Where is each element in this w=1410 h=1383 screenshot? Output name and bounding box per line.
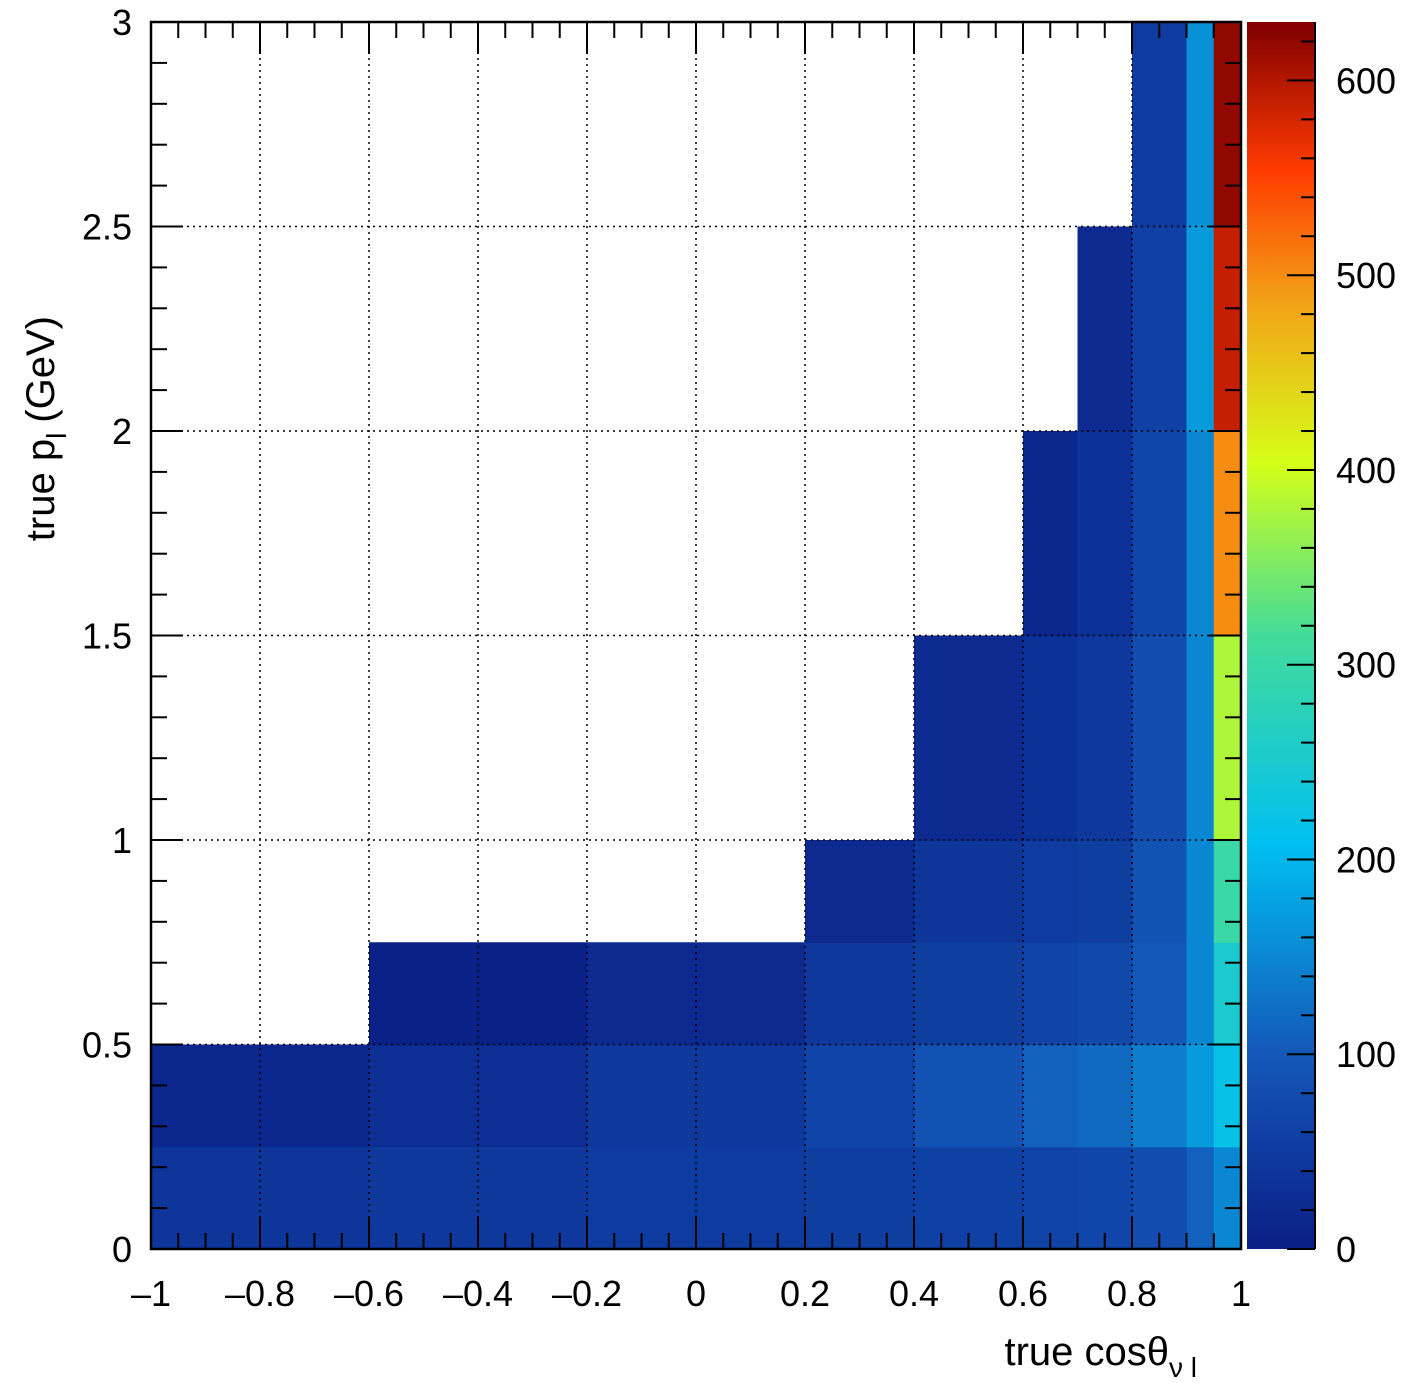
y-tick-label: 0 — [112, 1229, 132, 1270]
heatmap-cell — [805, 840, 915, 943]
colorbar-tick-label: 500 — [1336, 255, 1396, 296]
heatmap-cell — [1187, 942, 1215, 1045]
heatmap-cell — [1214, 942, 1242, 1045]
heatmap-cell — [1023, 431, 1078, 636]
heatmap-cell — [369, 1045, 588, 1148]
heatmap-cell — [1187, 22, 1215, 227]
x-tick-label: –0.6 — [334, 1273, 404, 1314]
heatmap-cell — [1078, 942, 1133, 1045]
heatmap-cell — [1132, 227, 1187, 432]
heatmap-cell — [1214, 1045, 1242, 1148]
heatmap-cell — [587, 942, 806, 1045]
heatmap-cell — [914, 636, 1024, 841]
heatmap-cell — [1023, 636, 1078, 841]
heatmap-cell — [1078, 1045, 1133, 1148]
heatmap-cell — [1214, 227, 1242, 432]
colorbar-tick-label: 0 — [1336, 1229, 1356, 1270]
heatmap-cell — [1187, 636, 1215, 841]
x-tick-label: –1 — [131, 1273, 171, 1314]
x-tick-label: 0.4 — [889, 1273, 939, 1314]
heatmap-cell — [1078, 227, 1133, 432]
x-tick-label: –0.4 — [443, 1273, 513, 1314]
heatmap-cell — [914, 840, 1024, 943]
heatmap-cell — [1214, 840, 1242, 943]
heatmap-cell — [1132, 840, 1187, 943]
heatmap-cell — [805, 942, 915, 1045]
heatmap-cell — [1214, 22, 1242, 227]
colorbar-tick-label: 400 — [1336, 450, 1396, 491]
heatmap-cell — [1078, 840, 1133, 943]
colorbar-tick-label: 600 — [1336, 60, 1396, 101]
heatmap-cell — [914, 1045, 1024, 1148]
heatmap-cell — [151, 1045, 370, 1148]
y-tick-label: 2.5 — [82, 207, 132, 248]
heatmap-cell — [1132, 636, 1187, 841]
y-axis-title-unit: (GeV) — [19, 316, 63, 423]
y-tick-label: 0.5 — [82, 1025, 132, 1066]
y-axis-title-subscript: l — [41, 433, 72, 439]
heatmap-cell — [1132, 22, 1187, 227]
y-axis-title-main: true p — [19, 439, 63, 541]
colorbar-tick-label: 200 — [1336, 839, 1396, 880]
heatmap-cell — [1132, 942, 1187, 1045]
heatmap-cell — [1187, 431, 1215, 636]
heatmap-cell — [1078, 636, 1133, 841]
heatmap-cell — [587, 1045, 806, 1148]
heatmap-cell — [914, 942, 1024, 1045]
colorbar-gradient — [1247, 22, 1315, 1249]
x-tick-label: –0.2 — [552, 1273, 622, 1314]
heatmap-cell — [1023, 840, 1078, 943]
x-axis-title-subscript: ν l — [1169, 1352, 1197, 1383]
heatmap-cell — [1023, 1045, 1078, 1148]
heatmap-cell — [805, 1045, 915, 1148]
y-tick-label: 1 — [112, 820, 132, 861]
heatmap-cell — [1078, 431, 1133, 636]
y-axis-title: true pl (GeV) — [19, 316, 72, 541]
x-tick-label: 1 — [1231, 1273, 1251, 1314]
heatmap-cell — [1023, 942, 1078, 1045]
heatmap-cell — [1187, 1045, 1215, 1148]
x-axis-title: true cosθν l — [1004, 1330, 1197, 1383]
x-tick-label: –0.8 — [225, 1273, 295, 1314]
y-tick-label: 3 — [112, 2, 132, 43]
heatmap-cell — [1214, 431, 1242, 636]
x-tick-label: 0.2 — [780, 1273, 830, 1314]
heatmap-cell — [1187, 1147, 1215, 1250]
colorbar: 0 100 200 300 400 500 600 — [1247, 22, 1396, 1270]
colorbar-tick-label: 100 — [1336, 1034, 1396, 1075]
y-tick-label: 2 — [112, 411, 132, 452]
heatmap-cell — [1132, 1045, 1187, 1148]
heatmap-cell — [1187, 840, 1215, 943]
x-tick-label: 0.8 — [1107, 1273, 1157, 1314]
heatmap-cell — [369, 942, 588, 1045]
x-tick-label: 0 — [686, 1273, 706, 1314]
heatmap-cell — [1187, 227, 1215, 432]
heatmap-cell — [1214, 636, 1242, 841]
heatmap-cell — [1214, 1147, 1242, 1250]
y-tick-label: 1.5 — [82, 616, 132, 657]
colorbar-tick-label: 300 — [1336, 645, 1396, 686]
x-axis-title-main: true cosθ — [1004, 1330, 1169, 1374]
heatmap-cell — [1132, 431, 1187, 636]
x-tick-label: 0.6 — [998, 1273, 1048, 1314]
